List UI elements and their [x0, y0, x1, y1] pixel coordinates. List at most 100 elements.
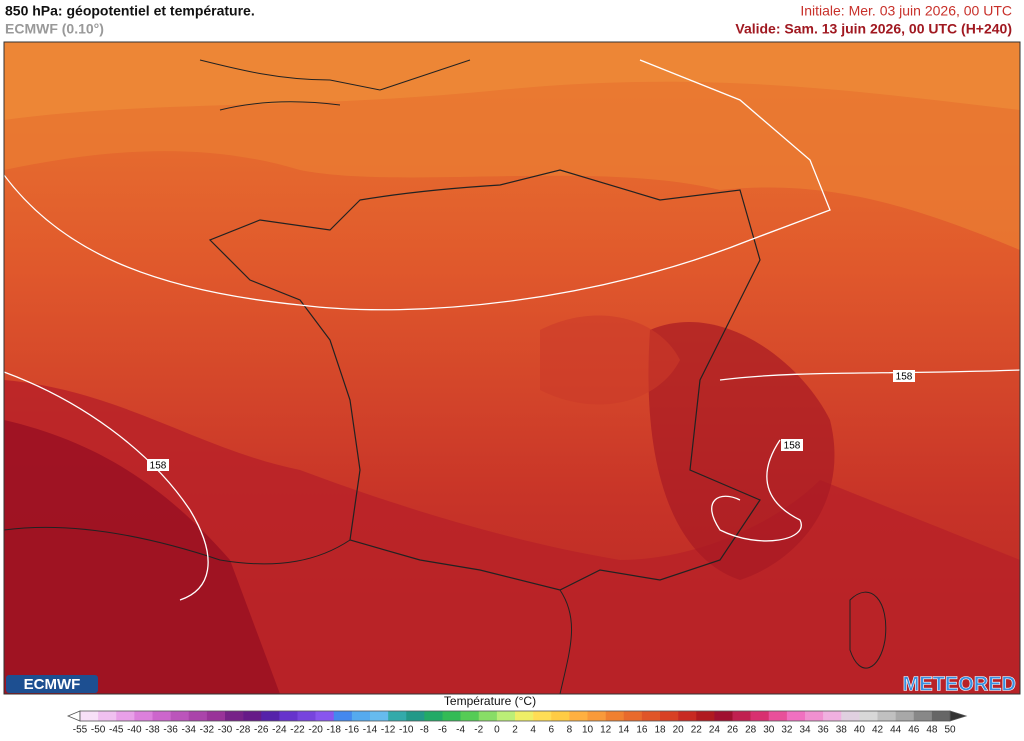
legend-tick-label: 2	[512, 725, 518, 736]
legend-swatch	[714, 711, 733, 721]
legend-tick-label: -34	[182, 725, 197, 736]
color-legend: -55 -50 -45 -40 -38 -36 -34 -32 -30 -28 -26 -24 -22-…	[66, 710, 968, 736]
contour-label-text: 158	[150, 461, 167, 472]
legend-tick-label: -18	[327, 725, 342, 736]
legend-swatch	[515, 711, 534, 721]
legend-tick-label: -14	[363, 725, 378, 736]
legend-swatch	[641, 711, 661, 721]
legend-tick-label: 24	[709, 725, 721, 736]
legend-tick-label: 12	[600, 725, 612, 736]
model: ECMWF (0.10°)	[5, 21, 104, 37]
legend-tick-label: -30	[218, 725, 233, 736]
legend-tick-label: 4	[530, 725, 536, 736]
legend-swatch	[605, 711, 625, 721]
legend-tick-label: -6	[438, 725, 447, 736]
legend-swatch	[152, 711, 171, 721]
legend-swatch	[424, 711, 443, 721]
legend-tick-label: -4	[456, 725, 465, 736]
legend-swatch	[116, 711, 135, 721]
legend-swatch	[678, 711, 697, 721]
legend-tick-label: 46	[908, 725, 920, 736]
legend-title: Température (°C)	[444, 694, 536, 708]
legend-tick-label: 34	[799, 725, 811, 736]
legend-swatch	[732, 711, 751, 721]
legend-tick-label: 8	[567, 725, 573, 736]
legend-tick-label: 26	[727, 725, 739, 736]
legend-swatch	[841, 711, 860, 721]
legend-tick-label: 18	[654, 725, 666, 736]
legend-swatch	[895, 711, 915, 721]
legend-swatch	[188, 711, 208, 721]
legend-tick-label: -16	[345, 725, 360, 736]
map-area: 158 158 158 ECMWF METEORED	[3, 41, 1021, 696]
legend-swatch	[279, 711, 298, 721]
legend-swatch	[315, 711, 335, 721]
legend-tick-label: -24	[272, 725, 287, 736]
legend-tick-label: -55	[73, 725, 88, 736]
legend-swatch	[351, 711, 371, 721]
legend-swatch	[406, 711, 425, 721]
legend-swatch	[134, 711, 153, 721]
legend-tick-label: 32	[781, 725, 793, 736]
legend-tick-label: 20	[673, 725, 685, 736]
legend-arrow	[66, 710, 81, 722]
legend-swatch	[623, 711, 643, 721]
legend-swatch	[768, 711, 788, 721]
valid-time: Valide: Sam. 13 juin 2026, 00 UTC (H+240…	[735, 21, 1012, 37]
legend-swatch	[370, 711, 389, 721]
legend-tick-label: 0	[494, 725, 500, 736]
legend-swatch	[80, 711, 99, 721]
legend-tick-label: -8	[420, 725, 429, 736]
legend-tick-label: -2	[474, 725, 483, 736]
legend-tick-label: -32	[200, 725, 215, 736]
legend-swatch	[750, 711, 770, 721]
legend-swatch	[533, 711, 552, 721]
legend-tick-label: -40	[127, 725, 142, 736]
legend-swatch	[98, 711, 117, 721]
legend-swatch	[877, 711, 896, 721]
legend-tick-label: -12	[381, 725, 396, 736]
legend-tick-label: -50	[91, 725, 106, 736]
legend-swatch	[442, 711, 461, 721]
legend-swatch	[496, 711, 516, 721]
legend-swatch	[551, 711, 570, 721]
legend-swatch	[931, 711, 951, 721]
legend-tick-label: 44	[890, 725, 902, 736]
legend-tick-label: -36	[163, 725, 178, 736]
legend-swatch	[297, 711, 316, 721]
logo-box	[6, 675, 98, 693]
legend-swatch	[823, 711, 842, 721]
logo-ecmwf: ECMWF	[24, 676, 81, 693]
legend-swatch	[913, 711, 933, 721]
legend-swatch	[225, 711, 244, 721]
legend-swatch	[460, 711, 480, 721]
contour-label-text: 158	[784, 441, 801, 452]
legend-swatch	[478, 711, 498, 721]
legend-arrow	[949, 710, 968, 722]
legend-tick-label: 16	[636, 725, 648, 736]
legend-tick-label: 36	[818, 725, 830, 736]
legend-tick-label: -10	[399, 725, 414, 736]
contour-label: 158	[147, 459, 169, 472]
contour-label: 158	[781, 439, 803, 452]
legend-tick-label: -45	[109, 725, 124, 736]
legend-tick-label: 14	[618, 725, 630, 736]
legend-swatch	[243, 711, 262, 721]
legend-tick-label: -28	[236, 725, 251, 736]
title: 850 hPa: géopotentiel et température.	[5, 3, 255, 19]
legend-tick-label: 40	[854, 725, 866, 736]
legend-tick-label: -26	[254, 725, 269, 736]
legend-swatch	[388, 711, 407, 721]
legend-tick-label: 50	[944, 725, 956, 736]
logo-meteored: METEORED	[903, 673, 1016, 695]
legend-tick-label: 42	[872, 725, 884, 736]
legend-tick-label: -38	[145, 725, 160, 736]
initial-time: Initiale: Mer. 03 juin 2026, 00 UTC	[800, 3, 1012, 19]
legend-frame	[79, 710, 951, 722]
legend-tick-label: 38	[836, 725, 848, 736]
legend-swatch	[587, 711, 606, 721]
legend-tick-label: -20	[308, 725, 323, 736]
legend-tick-label: 48	[926, 725, 938, 736]
